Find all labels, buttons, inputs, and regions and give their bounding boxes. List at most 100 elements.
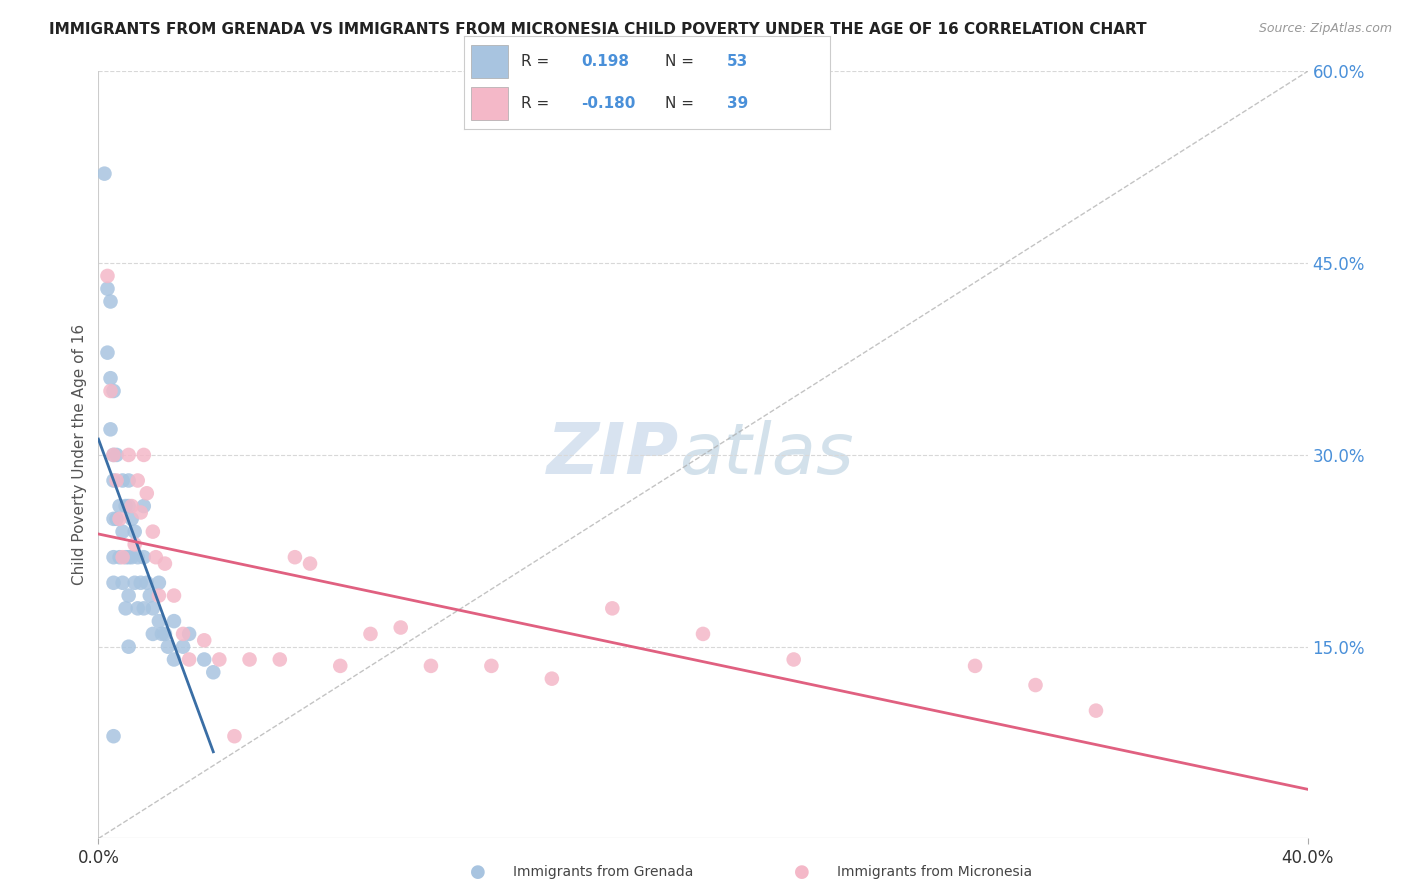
Point: [100, 422, 122, 436]
Point: [121, 550, 143, 565]
Point: [172, 627, 194, 641]
Point: [103, 512, 125, 526]
FancyBboxPatch shape: [471, 45, 508, 78]
Point: [103, 474, 125, 488]
Point: [163, 589, 186, 603]
Point: [103, 550, 125, 565]
Text: Source: ZipAtlas.com: Source: ZipAtlas.com: [1258, 22, 1392, 36]
Point: [153, 627, 176, 641]
Text: R =: R =: [520, 54, 554, 69]
Text: 0.198: 0.198: [581, 54, 628, 69]
Point: [239, 652, 262, 666]
Point: [129, 505, 152, 519]
Point: [299, 557, 322, 571]
Point: [269, 652, 291, 666]
Point: [111, 550, 134, 565]
Point: [329, 658, 352, 673]
Point: [224, 729, 246, 743]
Point: [96, 268, 118, 283]
Point: [163, 652, 186, 666]
Point: [132, 550, 155, 565]
Point: [132, 448, 155, 462]
Point: [179, 652, 201, 666]
FancyBboxPatch shape: [471, 87, 508, 120]
Point: [124, 537, 146, 551]
Point: [118, 474, 141, 488]
Text: ZIP: ZIP: [547, 420, 679, 490]
Point: [193, 633, 215, 648]
Point: [114, 550, 136, 565]
Point: [150, 627, 173, 641]
Text: N =: N =: [665, 54, 699, 69]
Point: [127, 601, 149, 615]
Text: -0.180: -0.180: [581, 95, 636, 111]
Text: ●: ●: [470, 863, 486, 881]
Point: [100, 384, 122, 398]
Point: [111, 474, 134, 488]
Text: atlas: atlas: [679, 420, 853, 490]
Text: R =: R =: [520, 95, 554, 111]
Point: [127, 550, 149, 565]
Point: [202, 665, 225, 680]
Point: [100, 294, 122, 309]
Point: [118, 589, 141, 603]
Text: ●: ●: [793, 863, 810, 881]
Point: [142, 627, 165, 641]
Point: [208, 652, 231, 666]
Point: [179, 627, 201, 641]
Point: [111, 524, 134, 539]
Point: [1024, 678, 1046, 692]
Point: [1085, 704, 1108, 718]
Text: Immigrants from Grenada: Immigrants from Grenada: [513, 865, 693, 880]
Point: [481, 658, 503, 673]
Point: [602, 601, 624, 615]
Text: 53: 53: [727, 54, 748, 69]
Text: 39: 39: [727, 95, 748, 111]
Text: Immigrants from Micronesia: Immigrants from Micronesia: [837, 865, 1032, 880]
Point: [105, 474, 128, 488]
Point: [103, 448, 125, 462]
Point: [118, 448, 141, 462]
Point: [108, 499, 131, 513]
Point: [93, 167, 115, 181]
Point: [108, 512, 131, 526]
Point: [783, 652, 806, 666]
Point: [965, 658, 987, 673]
Point: [118, 550, 141, 565]
Point: [145, 550, 167, 565]
Point: [148, 589, 170, 603]
Point: [124, 524, 146, 539]
Point: [692, 627, 714, 641]
Point: [96, 345, 118, 359]
Point: [105, 448, 128, 462]
Point: [142, 524, 165, 539]
Point: [172, 640, 194, 654]
Point: [148, 575, 170, 590]
Point: [121, 512, 143, 526]
Text: IMMIGRANTS FROM GRENADA VS IMMIGRANTS FROM MICRONESIA CHILD POVERTY UNDER THE AG: IMMIGRANTS FROM GRENADA VS IMMIGRANTS FR…: [49, 22, 1147, 37]
Point: [129, 575, 152, 590]
Point: [135, 486, 157, 500]
Point: [100, 371, 122, 385]
Point: [111, 575, 134, 590]
Point: [420, 658, 443, 673]
Point: [114, 499, 136, 513]
Point: [389, 621, 412, 635]
Point: [360, 627, 382, 641]
Point: [284, 550, 307, 565]
Point: [163, 614, 186, 628]
Point: [121, 499, 143, 513]
Point: [153, 557, 176, 571]
Point: [132, 601, 155, 615]
Point: [156, 640, 179, 654]
Point: [103, 384, 125, 398]
Y-axis label: Child Poverty Under the Age of 16: Child Poverty Under the Age of 16: [72, 325, 87, 585]
Point: [118, 640, 141, 654]
Point: [103, 575, 125, 590]
Point: [103, 729, 125, 743]
Point: [139, 589, 162, 603]
Point: [96, 282, 118, 296]
Point: [105, 512, 128, 526]
Point: [103, 448, 125, 462]
Point: [114, 601, 136, 615]
